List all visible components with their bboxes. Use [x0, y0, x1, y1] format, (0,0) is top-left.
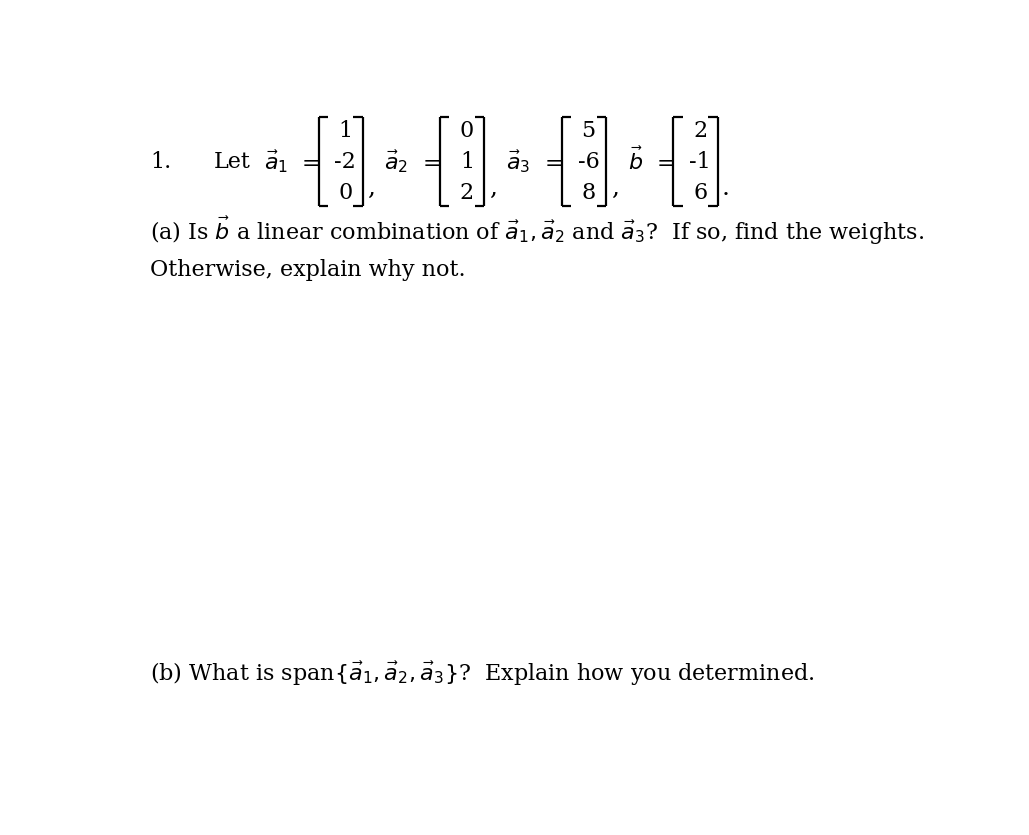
Text: $\vec{b}$: $\vec{b}$ — [628, 148, 643, 175]
Text: ,: , — [489, 177, 497, 200]
Text: $=$: $=$ — [651, 151, 674, 173]
Text: 6: 6 — [694, 181, 707, 204]
Text: (b) What is span$\{\vec{a}_1, \vec{a}_2, \vec{a}_3\}$?  Explain how you determin: (b) What is span$\{\vec{a}_1, \vec{a}_2,… — [150, 660, 815, 688]
Text: 2: 2 — [694, 120, 707, 142]
Text: -6: -6 — [577, 151, 600, 173]
Text: 0: 0 — [339, 181, 352, 204]
Text: ,: , — [367, 177, 376, 200]
Text: -1: -1 — [689, 151, 711, 173]
Text: .: . — [721, 177, 730, 200]
Text: 8: 8 — [581, 181, 596, 204]
Text: 1: 1 — [339, 120, 352, 142]
Text: (a) Is $\vec{b}$ a linear combination of $\vec{a}_1, \vec{a}_2$ and $\vec{a}_3$?: (a) Is $\vec{b}$ a linear combination of… — [150, 215, 924, 247]
Text: Otherwise, explain why not.: Otherwise, explain why not. — [150, 259, 466, 281]
Text: $=$: $=$ — [540, 151, 563, 173]
Text: $\vec{a}_2$: $\vec{a}_2$ — [385, 149, 409, 175]
Text: $=$: $=$ — [296, 151, 319, 173]
Text: 0: 0 — [460, 120, 474, 142]
Text: $\vec{a}_1$: $\vec{a}_1$ — [264, 149, 288, 175]
Text: ,: , — [610, 177, 618, 200]
Text: $=$: $=$ — [419, 151, 441, 173]
Text: 5: 5 — [581, 120, 596, 142]
Text: 1.: 1. — [150, 151, 172, 173]
Text: 1: 1 — [460, 151, 474, 173]
Text: $\vec{a}_3$: $\vec{a}_3$ — [506, 149, 530, 175]
Text: -2: -2 — [334, 151, 356, 173]
Text: 2: 2 — [460, 181, 474, 204]
Text: Let: Let — [214, 151, 251, 173]
